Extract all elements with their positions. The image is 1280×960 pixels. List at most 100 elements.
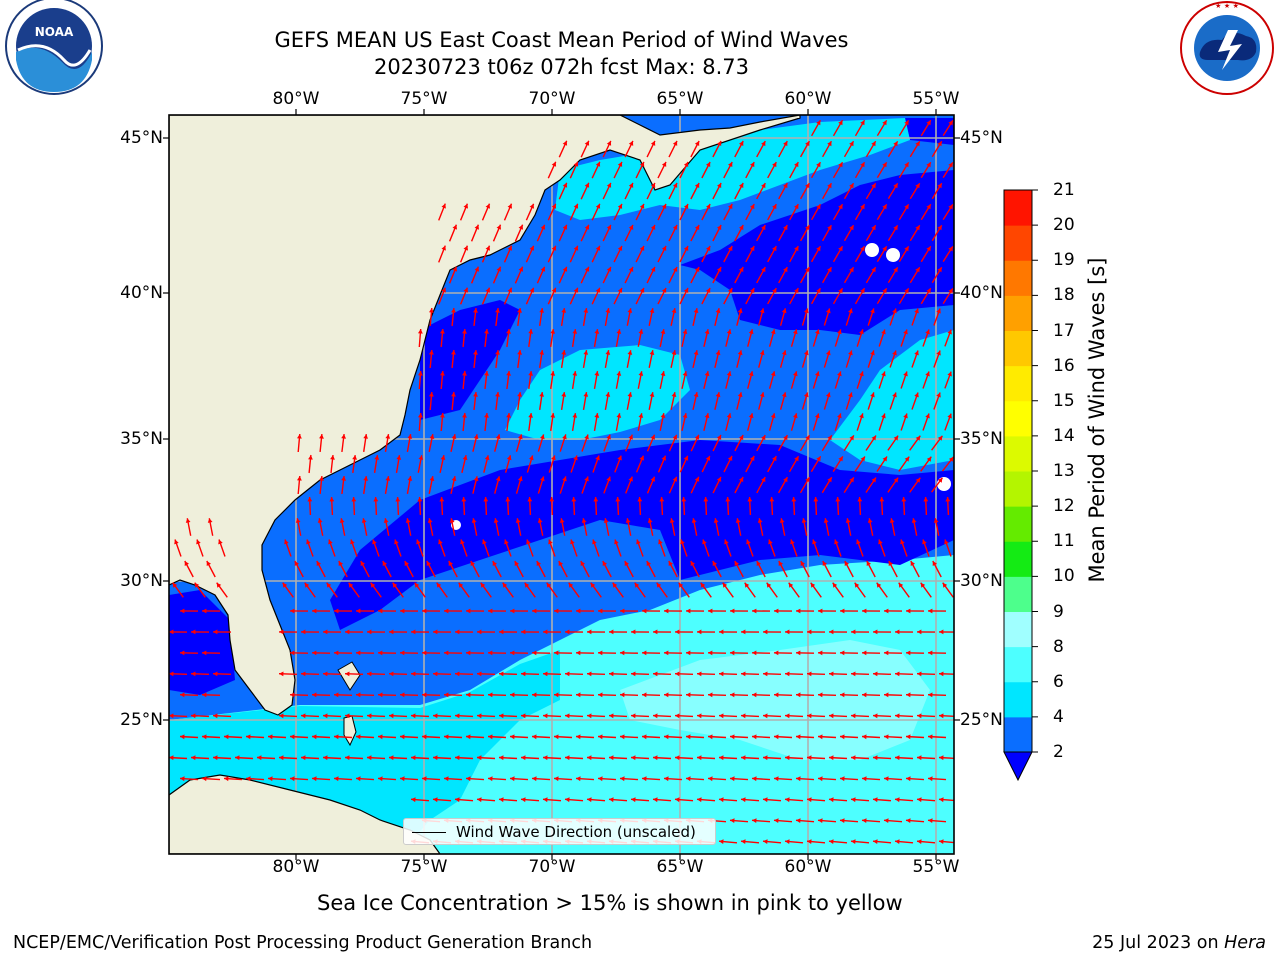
wind-wave-arrow-head xyxy=(914,350,919,356)
wind-wave-arrow-head xyxy=(526,539,531,545)
wind-wave-arrow-head xyxy=(816,204,821,210)
wind-wave-arrow-head xyxy=(307,497,313,502)
footer-date-text: 25 Jul 2023 on xyxy=(1092,933,1225,953)
wind-wave-arrow-head xyxy=(741,839,746,844)
wind-wave-arrow-head xyxy=(638,413,644,418)
wind-wave-arrow-head xyxy=(312,692,317,698)
wind-wave-arrow-head xyxy=(807,839,812,844)
wind-wave-arrow-head xyxy=(407,476,413,481)
wind-wave-arrow-head xyxy=(345,755,350,761)
wind-wave-arrow-head xyxy=(341,434,346,439)
wind-wave-arrow-head xyxy=(483,497,489,502)
wind-wave-arrow-head xyxy=(805,141,810,147)
wind-wave-arrow-head xyxy=(884,776,889,782)
wind-wave-arrow-head xyxy=(411,629,416,635)
wind-wave-arrow-head xyxy=(904,120,909,126)
wind-wave-arrow-head xyxy=(658,539,663,545)
wind-wave-arrow-head xyxy=(400,734,405,740)
wind-wave-arrow-head xyxy=(628,266,634,272)
wind-wave-arrow-head xyxy=(672,224,678,230)
wind-wave-arrow-head xyxy=(617,203,623,209)
wind-wave-arrow-head xyxy=(572,413,578,418)
wind-wave-arrow-head xyxy=(939,713,944,719)
wind-wave-arrow-head xyxy=(703,497,709,502)
wind-wave-arrow-head xyxy=(650,140,656,146)
wind-wave-arrow-head xyxy=(441,245,446,251)
wind-wave-arrow-head xyxy=(716,476,722,482)
wind-wave-arrow-head xyxy=(625,518,631,523)
wind-wave-arrow-head xyxy=(893,435,899,441)
wind-wave-arrow-head xyxy=(617,245,623,251)
wind-wave-arrow-head xyxy=(576,776,581,782)
wind-wave-arrow-head xyxy=(540,476,545,482)
wind-wave-arrow-head xyxy=(948,204,953,210)
wind-wave-arrow-head xyxy=(411,671,416,677)
wind-wave-arrow-head xyxy=(942,582,948,588)
wind-wave-arrow-head xyxy=(411,797,416,803)
wind-wave-arrow-head xyxy=(268,734,273,740)
wind-wave-arrow-head xyxy=(583,308,589,313)
wind-wave-arrow-head xyxy=(279,755,284,761)
wind-wave-arrow-head xyxy=(367,713,372,719)
wind-wave-arrow-head xyxy=(400,776,405,782)
wind-wave-arrow-head xyxy=(768,539,773,545)
wind-wave-arrow-head xyxy=(726,371,732,377)
wind-wave-arrow-head xyxy=(180,692,185,698)
wind-wave-arrow-head xyxy=(584,224,590,230)
wind-wave-arrow-head xyxy=(389,671,394,677)
colorbar-segment xyxy=(1004,365,1032,402)
wind-wave-arrow-head xyxy=(549,497,555,502)
wind-wave-arrow-head xyxy=(499,629,504,635)
wind-wave-arrow-head xyxy=(882,246,887,252)
wind-wave-arrow-head xyxy=(937,141,942,147)
wind-wave-arrow-head xyxy=(411,755,416,761)
wind-wave-arrow-head xyxy=(433,629,438,635)
wind-wave-arrow-head xyxy=(664,650,669,656)
wind-wave-arrow-head xyxy=(772,456,777,462)
missing-data-spot xyxy=(865,243,879,257)
wind-wave-arrow-head xyxy=(715,308,721,314)
wind-wave-arrow-head xyxy=(726,413,732,419)
wind-wave-arrow-head xyxy=(360,561,365,566)
wind-wave-arrow-head xyxy=(859,329,864,335)
wind-wave-arrow-head xyxy=(202,776,207,782)
map-frame xyxy=(168,114,955,855)
colorbar-tick-label: 21 xyxy=(1053,180,1075,200)
wind-wave-arrow-head xyxy=(609,671,614,677)
wind-wave-arrow-head xyxy=(576,608,581,614)
wind-wave-arrow-head xyxy=(884,608,889,614)
wind-wave-arrow-head xyxy=(334,650,339,656)
wind-wave-arrow-head xyxy=(741,671,746,677)
wind-wave-arrow-head xyxy=(741,755,746,761)
wind-wave-arrow-head xyxy=(378,608,383,614)
wind-wave-arrow-head xyxy=(838,288,843,294)
wind-wave-arrow-head xyxy=(385,476,391,481)
wind-wave-arrow-head xyxy=(683,288,689,293)
wind-wave-arrow-head xyxy=(356,608,361,614)
wind-wave-arrow-head xyxy=(719,629,724,635)
wind-wave-arrow-head xyxy=(697,671,702,677)
wind-wave-arrow-head xyxy=(429,392,434,397)
wind-wave-arrow-head xyxy=(351,497,357,502)
wind-wave-arrow-head xyxy=(926,288,931,294)
wind-wave-arrow-head xyxy=(620,776,625,782)
lat-label-right: 30°N xyxy=(960,571,1003,591)
wind-wave-arrow-head xyxy=(485,287,490,293)
wind-wave-arrow-head xyxy=(598,650,603,656)
colorbar-tick-label: 12 xyxy=(1053,496,1075,517)
wind-wave-arrow-head xyxy=(693,392,699,397)
wind-wave-arrow-head xyxy=(873,671,878,677)
wind-wave-arrow-head xyxy=(948,246,953,252)
colorbar-segment xyxy=(1004,435,1032,472)
wind-wave-arrow-head xyxy=(661,161,667,167)
wind-wave-arrow-head xyxy=(678,582,684,588)
wind-wave-arrow-head xyxy=(524,582,530,588)
wind-wave-arrow-head xyxy=(517,392,522,397)
wind-wave-arrow-head xyxy=(851,839,856,844)
wind-wave-arrow-head xyxy=(948,162,953,168)
wind-wave-arrow-head xyxy=(835,497,841,502)
wind-wave-arrow-head xyxy=(444,776,449,782)
wind-wave-arrow-head xyxy=(616,413,622,418)
wind-wave-arrow-head xyxy=(550,413,556,418)
wind-wave-arrow-head xyxy=(505,497,511,502)
